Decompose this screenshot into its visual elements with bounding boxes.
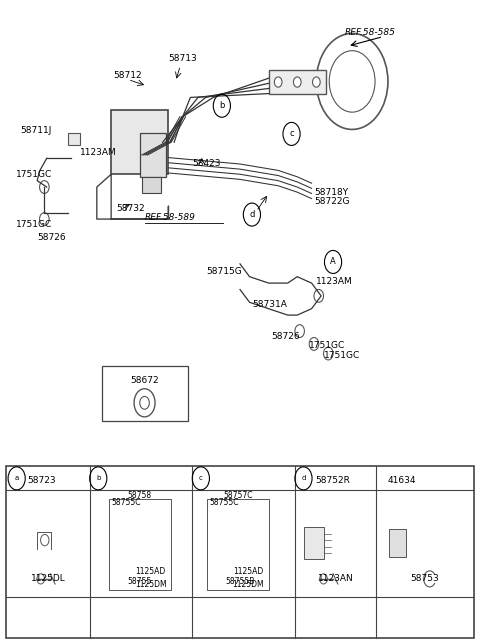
Text: 58712: 58712: [114, 71, 142, 80]
Text: 58731A: 58731A: [252, 300, 287, 309]
Circle shape: [275, 77, 282, 87]
Text: 58718Y: 58718Y: [314, 188, 348, 197]
FancyBboxPatch shape: [68, 132, 80, 145]
Text: 58755C: 58755C: [111, 498, 141, 507]
Text: 58715G: 58715G: [206, 267, 242, 276]
Text: b: b: [96, 475, 100, 482]
Text: d: d: [301, 475, 306, 482]
Text: REF.58-585: REF.58-585: [345, 28, 396, 37]
Circle shape: [312, 77, 320, 87]
Text: 1125DM: 1125DM: [232, 580, 264, 589]
Text: 1123AM: 1123AM: [316, 277, 353, 286]
FancyBboxPatch shape: [6, 466, 474, 638]
FancyBboxPatch shape: [140, 132, 166, 177]
Text: b: b: [219, 101, 225, 110]
Text: c: c: [199, 475, 203, 482]
Text: 1123AN: 1123AN: [318, 574, 353, 583]
Text: REF.58-589: REF.58-589: [144, 213, 195, 222]
Text: 58732: 58732: [116, 204, 144, 213]
Text: 58755B: 58755B: [226, 577, 255, 586]
Text: 58423: 58423: [192, 159, 221, 168]
Text: 58758: 58758: [128, 491, 152, 500]
FancyBboxPatch shape: [304, 527, 324, 559]
Text: 1125AD: 1125AD: [233, 567, 264, 576]
FancyBboxPatch shape: [111, 110, 168, 174]
Text: 1751GC: 1751GC: [324, 351, 360, 360]
Text: 1123AM: 1123AM: [80, 148, 117, 157]
Text: 58722G: 58722G: [314, 197, 349, 206]
Text: a: a: [14, 475, 19, 482]
Text: 58755: 58755: [128, 577, 152, 586]
Text: 41634: 41634: [388, 476, 417, 485]
Text: 58753: 58753: [410, 574, 439, 583]
Text: 58755C: 58755C: [209, 498, 239, 507]
FancyBboxPatch shape: [102, 367, 188, 421]
Text: 1125AD: 1125AD: [135, 567, 166, 576]
FancyBboxPatch shape: [142, 177, 161, 194]
Text: 1751GC: 1751GC: [16, 220, 52, 229]
Text: A: A: [330, 257, 336, 266]
Text: 1125DL: 1125DL: [31, 574, 65, 583]
Text: 1125DM: 1125DM: [135, 580, 167, 589]
Text: 58726: 58726: [37, 233, 66, 242]
FancyBboxPatch shape: [269, 70, 326, 95]
Text: 58752R: 58752R: [315, 476, 350, 485]
Text: c: c: [289, 129, 294, 138]
Text: 1751GC: 1751GC: [309, 341, 346, 350]
Text: d: d: [249, 210, 254, 219]
Text: 58726: 58726: [271, 332, 300, 341]
FancyBboxPatch shape: [206, 500, 269, 590]
Circle shape: [293, 77, 301, 87]
Text: 58711J: 58711J: [21, 125, 52, 134]
FancyBboxPatch shape: [389, 529, 406, 557]
Text: 58713: 58713: [168, 54, 197, 63]
Text: 58757C: 58757C: [223, 491, 252, 500]
Text: 58723: 58723: [28, 476, 56, 485]
Text: 58672: 58672: [130, 376, 159, 385]
FancyBboxPatch shape: [109, 500, 171, 590]
Text: 1751GC: 1751GC: [16, 170, 52, 179]
